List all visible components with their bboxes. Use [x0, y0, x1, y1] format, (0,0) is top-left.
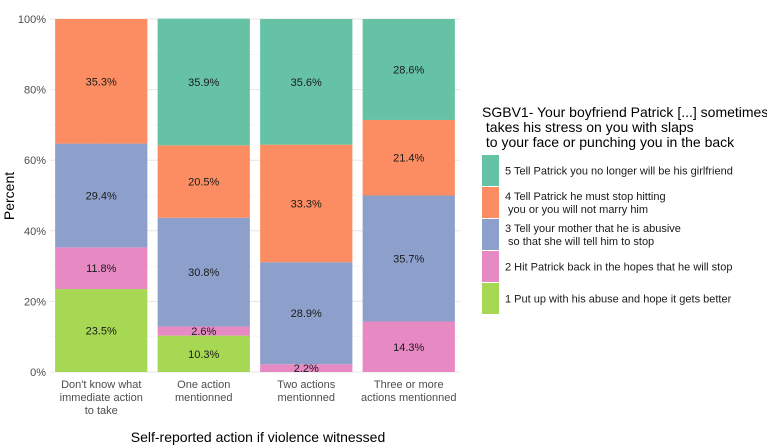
legend-key: [482, 155, 499, 186]
bar-value-label: 35.9%: [188, 77, 219, 89]
x-tick-label: Two actions mentionned: [277, 379, 336, 404]
bar-value-label: 35.6%: [291, 77, 322, 89]
bars: [55, 18, 455, 372]
bar-segment: [362, 119, 455, 196]
bar-segment: [260, 19, 353, 145]
legend-label-line: so that she will tell him to stop: [505, 236, 654, 248]
legend-label-line: 1 Put up with his abuse and hope it gets…: [505, 294, 732, 306]
bar-segment: [362, 195, 455, 322]
legend-key: [482, 283, 499, 314]
legend-label-line: you or you will not marry him: [505, 204, 648, 216]
bar-value-label: 28.6%: [393, 64, 424, 76]
x-tick-label-line: Don't know what: [61, 379, 141, 391]
x-tick-label-line: mentionned: [278, 392, 336, 404]
legend-title-line: takes his stress on you with slaps: [482, 119, 694, 135]
bar-value-label: 33.3%: [291, 198, 322, 210]
bar-value-label: 2.6%: [191, 326, 216, 338]
legend-title-line: to your face or punching you in the back: [482, 134, 735, 150]
x-tick-label-line: Two actions: [277, 379, 336, 391]
x-tick-label: Don't know what immediate action to take: [60, 379, 143, 417]
bar-value-label: 35.3%: [86, 76, 117, 88]
bar-segment: [55, 247, 148, 290]
y-axis-title: Percent: [1, 172, 17, 220]
bar-segment: [260, 364, 353, 372]
legend-label: 3 Tell your mother that he is abusive so…: [505, 223, 681, 248]
legend-title: SGBV1- Your boyfriend Patrick [...] some…: [482, 104, 767, 150]
y-axis-ticks: 0% 20% 40% 60% 80% 100%: [18, 14, 46, 379]
y-tick-label: 80%: [24, 85, 46, 97]
x-tick-label-line: to take: [85, 405, 118, 417]
legend-key: [482, 187, 499, 218]
bar-segment: [260, 144, 353, 263]
bar-segment: [55, 143, 148, 248]
bar-value-label: 35.7%: [393, 254, 424, 266]
bar-value-label: 30.8%: [188, 267, 219, 279]
bar-value-label: 20.5%: [188, 177, 219, 189]
x-tick-label: One action mentionned: [175, 379, 233, 404]
bar-segment: [157, 145, 250, 218]
segment-labels: 23.5% 11.8% 29.4% 35.3% 10.3% 2.6% 30.8% 20.5% 3…: [86, 64, 425, 375]
legend-label-line: 3 Tell your mother that he is abusive: [505, 223, 681, 235]
bar-value-label: 29.4%: [86, 191, 117, 203]
bar-segment: [157, 335, 250, 372]
x-axis-title: Self-reported action if violence witness…: [131, 429, 385, 445]
legend-label-line: 2 Hit Patrick back in the hopes that he …: [505, 262, 732, 274]
legend-label: 2 Hit Patrick back in the hopes that he …: [505, 262, 732, 274]
bar-segment: [362, 321, 455, 372]
x-tick-label-line: One action: [177, 379, 230, 391]
bar-value-label: 28.9%: [291, 308, 322, 320]
bar-segment: [55, 289, 148, 372]
y-tick-label: 20%: [24, 296, 46, 308]
bar-segment: [362, 19, 455, 120]
x-tick-label: Three or more actions mentionned: [361, 379, 456, 404]
x-tick-label-line: Three or more: [374, 379, 444, 391]
bar-value-label: 2.2%: [294, 363, 319, 375]
legend-key: [482, 219, 499, 250]
bar-segment: [157, 18, 250, 146]
legend-label: 4 Tell Patrick he must stop hitting you …: [505, 191, 666, 216]
y-tick-label: 60%: [24, 155, 46, 167]
bar-segment: [157, 326, 250, 336]
bar-value-label: 11.8%: [86, 263, 117, 275]
legend-key: [482, 251, 499, 282]
bar-segment: [55, 19, 148, 144]
y-tick-label: 100%: [18, 14, 46, 26]
y-tick-label: 0%: [30, 367, 46, 379]
legend-label-line: 5 Tell Patrick you no longer will be his…: [505, 166, 733, 178]
bar-value-label: 10.3%: [188, 349, 219, 361]
x-tick-label-line: immediate action: [60, 392, 143, 404]
legend-label: 5 Tell Patrick you no longer will be his…: [505, 166, 733, 178]
bar-segment: [260, 262, 353, 365]
bar-value-label: 23.5%: [86, 326, 117, 338]
bar-segment: [157, 217, 250, 327]
y-tick-label: 40%: [24, 226, 46, 238]
x-axis-ticks: Don't know what immediate action to take On…: [60, 379, 457, 417]
legend-label: 1 Put up with his abuse and hope it gets…: [505, 294, 732, 306]
legend: SGBV1- Your boyfriend Patrick [...] some…: [482, 104, 767, 314]
x-tick-label-line: actions mentionned: [361, 392, 456, 404]
legend-label-line: 4 Tell Patrick he must stop hitting: [505, 191, 666, 203]
bar-value-label: 14.3%: [393, 342, 424, 354]
bar-value-label: 21.4%: [393, 153, 424, 165]
x-tick-label-line: mentionned: [175, 392, 233, 404]
legend-title-line: SGBV1- Your boyfriend Patrick [...] some…: [482, 104, 767, 120]
